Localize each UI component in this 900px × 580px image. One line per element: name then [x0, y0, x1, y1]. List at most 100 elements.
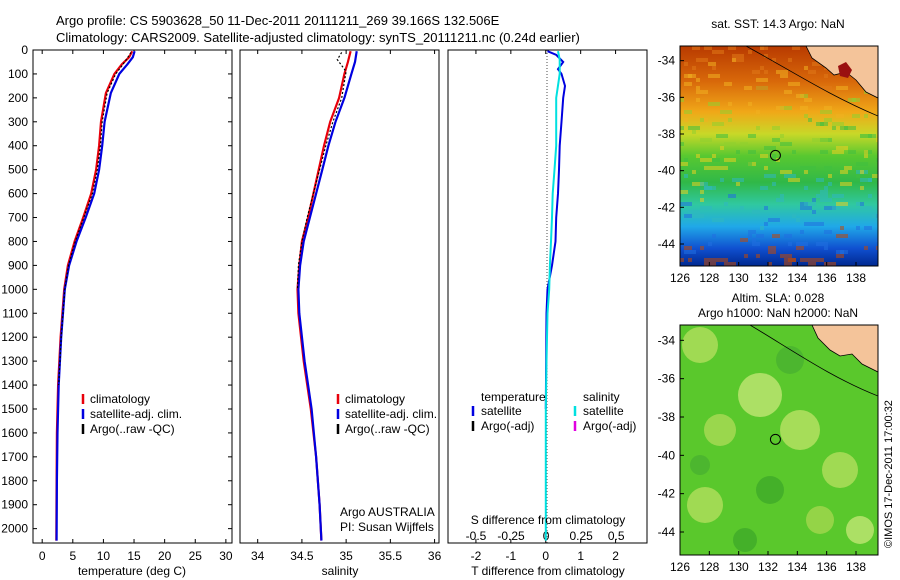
sst-pixel [848, 150, 856, 154]
sst-pixel [860, 202, 864, 206]
sla-anomaly-blob [846, 516, 874, 544]
sst-pixel [848, 98, 860, 102]
sst-pixel [836, 114, 844, 118]
lat-tick-label: -38 [658, 127, 676, 141]
sla-anomaly-blob [822, 452, 858, 488]
sst-pixel [796, 246, 804, 250]
sst-pixel [748, 134, 756, 138]
sst-pixel [700, 246, 704, 250]
series-line-satellite-adj-clim- [55, 50, 136, 541]
sst-pixel [708, 62, 716, 66]
series-line-satellite-adj-clim- [297, 51, 358, 541]
salinity-x-label: salinity [322, 564, 359, 578]
sst-pixel [824, 166, 832, 170]
sst-pixel [700, 182, 708, 186]
depth-tick-label: 1100 [2, 306, 28, 320]
depth-tick-label: 1400 [1, 378, 28, 392]
sst-pixel [728, 158, 736, 162]
sst-pixel [820, 110, 832, 114]
sst-pixel [824, 118, 832, 122]
sst-pixel [780, 74, 788, 78]
sst-pixel [832, 122, 844, 126]
sst-pixel [712, 50, 724, 54]
sst-pixel [816, 222, 824, 226]
temperature-x-label: temperature (deg C) [78, 564, 186, 578]
legend-label-argo: Argo(..raw -QC) [90, 422, 175, 436]
sst-pixel [692, 170, 696, 174]
legend-label-t-argo: Argo(-adj) [481, 419, 534, 433]
depth-tick-label: 1600 [1, 426, 28, 440]
sst-pixel [684, 82, 692, 86]
sst-pixel [768, 262, 772, 266]
sst-pixel [756, 110, 760, 114]
sst-pixel [812, 138, 824, 142]
depth-tick-label: 2000 [1, 522, 28, 536]
sst-pixel [828, 182, 832, 186]
sst-pixel [728, 118, 732, 122]
s-diff-tick-label: 0.5 [608, 529, 625, 543]
sst-map-panel: sat. SST: 14.3 Argo: NaN 126 128 130 132 134… [658, 17, 879, 285]
depth-tick-label: 1500 [1, 402, 28, 416]
difference-legend: temperature salinity satellite Argo(-adj… [471, 390, 636, 433]
sst-pixel [764, 166, 768, 170]
sst-pixel [804, 202, 816, 206]
sst-pixel [772, 154, 776, 158]
sst-pixel [708, 102, 720, 106]
lon-tick-label: 134 [787, 271, 807, 285]
lon-tick-label: 126 [670, 560, 690, 574]
salinity-panel: 34 34.5 35 35.5 36 salinity climatology sate… [239, 49, 442, 578]
sst-pixel [684, 118, 688, 122]
sst-pixel [820, 150, 828, 154]
sst-pixel [876, 238, 878, 242]
sst-pixel [820, 86, 832, 90]
sst-pixel [832, 206, 840, 210]
sst-pixel [836, 202, 848, 206]
sst-pixel [812, 258, 824, 262]
depth-tick-label: 1800 [1, 474, 28, 488]
x-tick-label: 30 [219, 549, 233, 563]
sst-pixel [856, 202, 860, 206]
t-diff-x-label: T difference from climatology [471, 564, 625, 578]
sst-pixel [812, 62, 824, 66]
sst-pixel [824, 138, 828, 142]
lon-tick-label: 130 [729, 560, 749, 574]
lon-tick-label: 128 [699, 560, 719, 574]
sst-pixel [756, 78, 768, 82]
sst-pixel [808, 70, 816, 74]
sla-anomaly-blob [690, 455, 710, 475]
sst-pixel [736, 182, 740, 186]
x-tick-label: 5 [69, 549, 76, 563]
sst-pixel [864, 114, 868, 118]
sst-pixel [780, 134, 784, 138]
sst-pixel [680, 98, 684, 102]
pi-annotation: PI: Susan Wijffels [340, 520, 434, 534]
sst-pixel [748, 150, 756, 154]
sla-anomaly-blob [780, 410, 820, 450]
lon-tick-label: 134 [787, 560, 807, 574]
salinity-legend: climatology satellite-adj. clim. Argo(..… [336, 392, 437, 436]
sst-pixel [764, 206, 768, 210]
sst-pixel [872, 214, 878, 218]
sst-texture [680, 46, 878, 266]
sst-pixel [824, 74, 828, 78]
sla-anomaly-blob [687, 487, 723, 523]
sst-pixel [796, 94, 804, 98]
depth-tick-label: 100 [8, 67, 28, 81]
sst-pixel [708, 242, 712, 246]
sst-pixel [860, 170, 864, 174]
s-diff-tick-label: -0.25 [497, 529, 525, 543]
x-tick-label: 10 [97, 549, 111, 563]
sst-pixel [836, 254, 844, 258]
sst-pixel [852, 114, 860, 118]
depth-tick-label: 300 [8, 115, 28, 129]
sla-lat-tick-group: -34 -36 -38 -40 -42 -44 [658, 333, 684, 539]
x-tick-label: 20 [158, 549, 172, 563]
sst-pixel [768, 218, 780, 222]
sst-pixel [712, 234, 716, 238]
sst-pixel [688, 126, 700, 130]
sst-pixel [820, 198, 832, 202]
sst-pixel [832, 194, 844, 198]
sst-pixel [692, 130, 696, 134]
legend-label-climatology: climatology [90, 392, 150, 406]
sst-pixel [748, 50, 752, 54]
